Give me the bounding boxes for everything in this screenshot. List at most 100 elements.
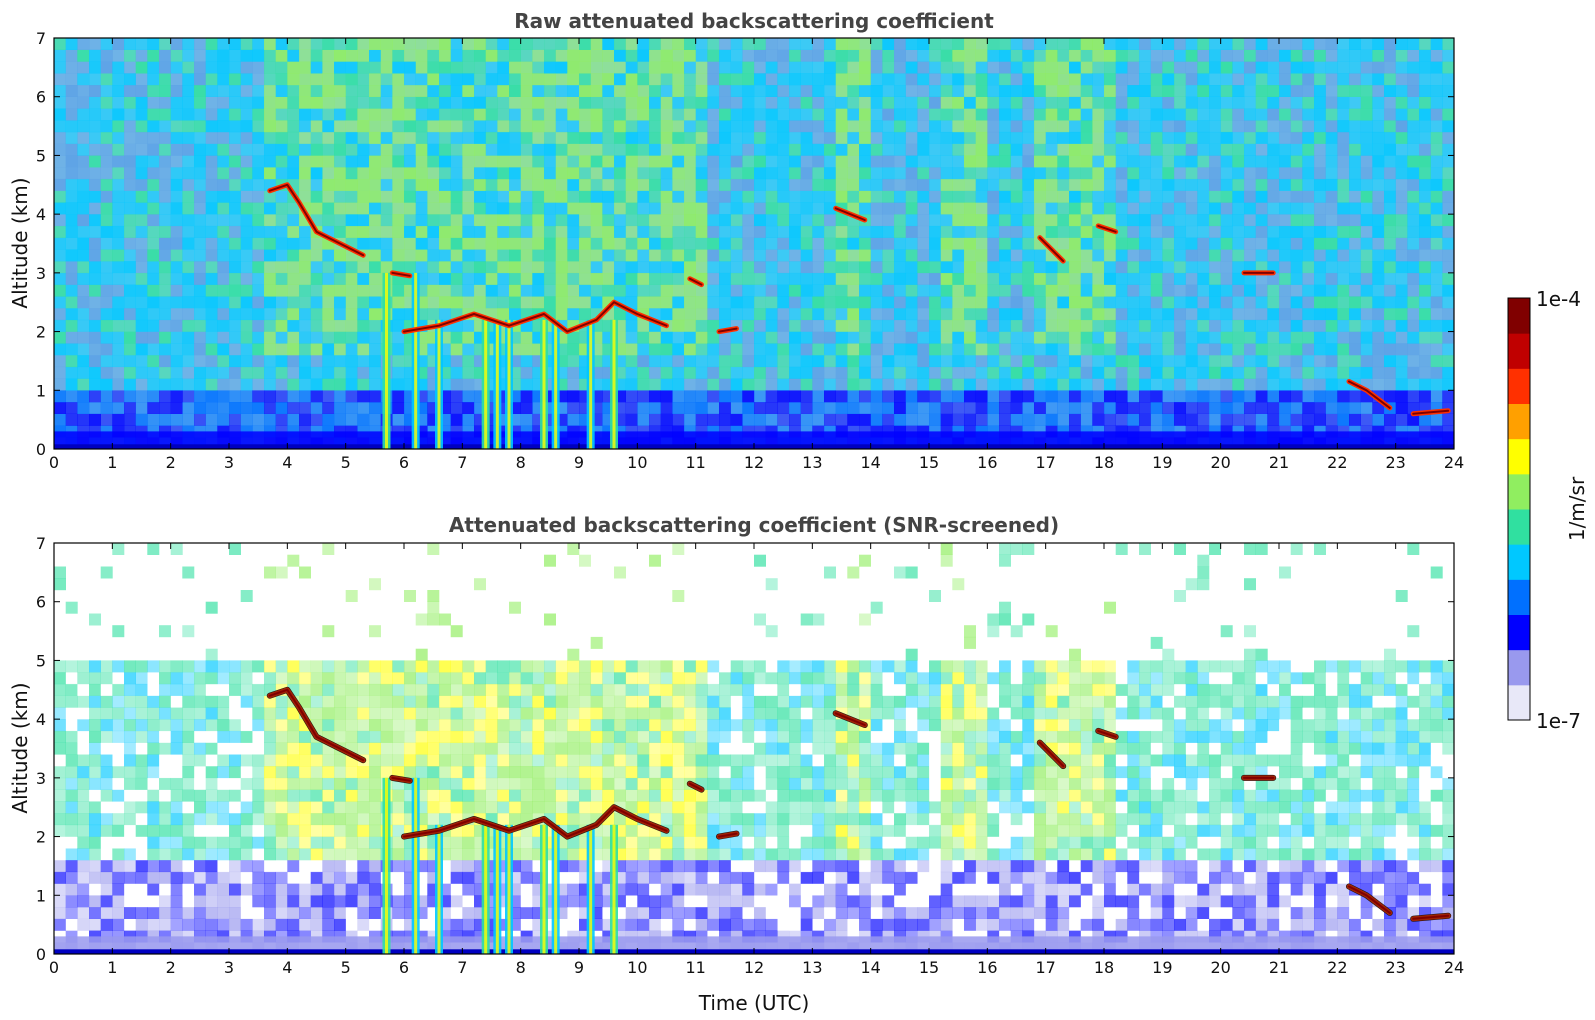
screened-y-tick-label: 4 xyxy=(36,710,46,729)
raw-precip-core xyxy=(484,319,488,449)
colorbar-gradient xyxy=(1508,298,1530,721)
screened-x-tick-label: 4 xyxy=(282,958,292,977)
raw-precip-core xyxy=(542,319,546,449)
raw-precip-core xyxy=(495,319,499,449)
screened-cloud-peak xyxy=(718,832,738,838)
screened-x-tick-label: 7 xyxy=(457,958,467,977)
screened-cloud-peak xyxy=(688,782,703,791)
raw-x-axis: 0 1 2 3 4 5 6 7 8 9 10 11 12 13 14 15 16 17 18 19 20 21 22 23 24 xyxy=(49,38,1464,472)
screened-cloud-peak xyxy=(834,712,866,726)
screened-x-tick-label: 6 xyxy=(399,958,409,977)
raw-cloud-peak xyxy=(834,207,866,221)
screened-x-tick-label: 1 xyxy=(107,958,117,977)
raw-precip-core xyxy=(414,272,418,449)
raw-y-tick-label: 7 xyxy=(36,29,46,48)
screened-x-tick-label: 9 xyxy=(574,958,584,977)
screened-cloud-peak xyxy=(391,776,411,782)
raw-precip-core xyxy=(612,319,616,449)
x-axis-label: Time (UTC) xyxy=(698,991,810,1015)
screened-precip-core xyxy=(414,777,418,954)
raw-x-tick-label: 17 xyxy=(1035,453,1055,472)
screened-x-tick-label: 12 xyxy=(744,958,764,977)
raw-x-tick-label: 19 xyxy=(1152,453,1172,472)
colorbar-step xyxy=(1508,649,1530,686)
raw-x-tick-label: 24 xyxy=(1444,453,1464,472)
colorbar-min-label: 1e-7 xyxy=(1536,709,1581,733)
screened-y-tick-label: 6 xyxy=(36,593,46,612)
screened-y-tick-label: 3 xyxy=(36,769,46,788)
screened-y-tick-label: 7 xyxy=(36,534,46,553)
screened-chart-title: Attenuated backscattering coefficient (S… xyxy=(449,513,1059,537)
raw-x-tick-label: 9 xyxy=(574,453,584,472)
screened-noise-field xyxy=(54,543,1455,955)
raw-y-tick-label: 4 xyxy=(36,205,46,224)
colorbar-step xyxy=(1508,438,1530,475)
screened-x-tick-label: 3 xyxy=(224,958,234,977)
screened-cloud-peak xyxy=(1038,741,1065,768)
screened-x-tick-label: 11 xyxy=(685,958,705,977)
screened-cloud-peak xyxy=(1348,885,1391,914)
colorbar-step xyxy=(1508,298,1530,334)
raw-precip-core xyxy=(385,272,388,449)
colorbar-step xyxy=(1508,473,1530,510)
screened-x-tick-label: 20 xyxy=(1210,958,1230,977)
colorbar-step xyxy=(1508,684,1530,721)
raw-x-tick-label: 8 xyxy=(516,453,526,472)
screened-precip-core xyxy=(589,824,593,954)
raw-cloud-peak xyxy=(1348,380,1391,409)
screened-x-tick-label: 2 xyxy=(166,958,176,977)
raw-y-axis-label: Altitude (km) xyxy=(8,177,32,308)
raw-x-tick-label: 1 xyxy=(107,453,117,472)
raw-y-tick-label: 1 xyxy=(36,381,46,400)
raw-x-tick-label: 11 xyxy=(685,453,705,472)
raw-x-tick-label: 14 xyxy=(860,453,880,472)
raw-cloud-peak xyxy=(688,277,703,286)
raw-precip-core xyxy=(437,319,441,449)
raw-y-tick-label: 2 xyxy=(36,323,46,342)
colorbar-step xyxy=(1508,368,1530,404)
raw-precip-core xyxy=(554,319,558,449)
raw-x-tick-label: 20 xyxy=(1210,453,1230,472)
screened-backscatter-panel: Attenuated backscattering coefficient (S… xyxy=(8,513,1464,1015)
screened-x-tick-label: 22 xyxy=(1327,958,1347,977)
raw-y-tick-label: 3 xyxy=(36,264,46,283)
screened-x-tick-label: 10 xyxy=(627,958,647,977)
raw-x-tick-label: 3 xyxy=(224,453,234,472)
raw-x-tick-label: 6 xyxy=(399,453,409,472)
raw-x-tick-label: 22 xyxy=(1327,453,1347,472)
raw-y-tick-label: 0 xyxy=(36,440,46,459)
raw-x-tick-label: 21 xyxy=(1269,453,1289,472)
raw-y-axis: 0 1 2 3 4 5 6 7 xyxy=(36,29,1454,459)
colorbar-step xyxy=(1508,403,1530,440)
raw-x-tick-label: 23 xyxy=(1385,453,1405,472)
raw-x-tick-label: 12 xyxy=(744,453,764,472)
screened-cloud-peak xyxy=(403,806,668,838)
raw-x-tick-label: 5 xyxy=(341,453,351,472)
raw-x-tick-label: 15 xyxy=(919,453,939,472)
screened-y-tick-label: 5 xyxy=(36,651,46,670)
screened-x-tick-label: 23 xyxy=(1385,958,1405,977)
screened-x-tick-label: 21 xyxy=(1269,958,1289,977)
screened-x-tick-label: 19 xyxy=(1152,958,1172,977)
screened-precip-core xyxy=(437,824,441,954)
colorbar-step xyxy=(1508,333,1530,369)
screened-x-tick-label: 13 xyxy=(802,958,822,977)
raw-cloud-peak xyxy=(718,327,738,333)
screened-x-tick-label: 16 xyxy=(977,958,997,977)
screened-x-tick-label: 17 xyxy=(1035,958,1055,977)
screened-x-tick-label: 14 xyxy=(860,958,880,977)
raw-x-tick-label: 0 xyxy=(49,453,59,472)
colorbar-step xyxy=(1508,509,1530,545)
raw-y-tick-label: 5 xyxy=(36,146,46,165)
colorbar: 1e-4 1e-7 1/m/sr xyxy=(1507,287,1589,733)
raw-precip-core xyxy=(589,319,593,449)
raw-x-tick-label: 7 xyxy=(457,453,467,472)
colorbar-max-label: 1e-4 xyxy=(1536,287,1581,311)
screened-y-axis-label: Altitude (km) xyxy=(8,682,32,813)
raw-cloud-peak xyxy=(391,271,411,277)
screened-x-tick-label: 0 xyxy=(49,958,59,977)
screened-precip-core xyxy=(484,824,488,954)
raw-cloud-peak xyxy=(268,183,365,257)
raw-x-tick-label: 2 xyxy=(166,453,176,472)
colorbar-step xyxy=(1508,614,1530,651)
